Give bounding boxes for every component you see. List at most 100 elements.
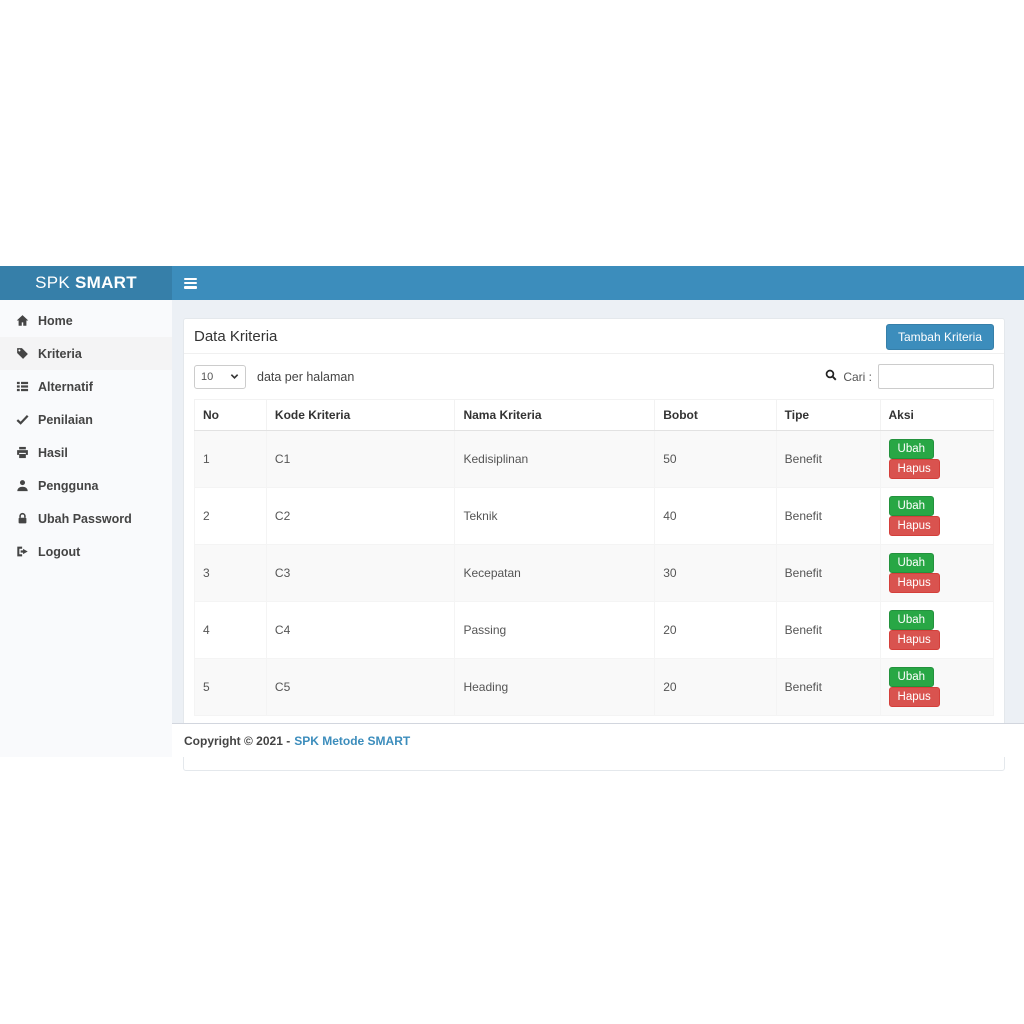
sidebar: Home Kriteria Alternatif Penilaian Hasil [0,300,172,757]
copyright-text: Copyright © 2021 - [184,733,291,748]
sidebar-item-penilaian[interactable]: Penilaian [0,403,172,436]
cell-bobot: 20 [654,601,777,659]
search-icon [825,368,837,386]
cell-aksi: UbahHapus [879,487,995,545]
sidebar-item-alternatif[interactable]: Alternatif [0,370,172,403]
panel-heading: Data Kriteria Tambah Kriteria [184,319,1004,354]
sidebar-item-label: Home [38,313,73,328]
sidebar-item-pengguna[interactable]: Pengguna [0,469,172,502]
cell-bobot: 30 [654,544,777,602]
cell-kode: C5 [265,658,456,716]
chevron-down-icon [230,372,239,381]
per-page-value: 10 [201,370,214,383]
table-row: 5 C5 Heading 20 Benefit UbahHapus [194,658,995,716]
column-header-tipe: Tipe [775,399,881,431]
cell-tipe: Benefit [775,430,881,488]
hapus-button[interactable]: Hapus [888,630,940,650]
search-input[interactable] [878,364,994,389]
sidebar-item-label: Pengguna [38,478,99,493]
cell-nama: Heading [454,658,656,716]
ubah-button[interactable]: Ubah [888,667,935,687]
table-controls: 10 data per halaman Cari : [194,364,994,389]
list-icon [16,380,29,393]
sidebar-item-label: Ubah Password [38,511,132,526]
tag-icon [16,347,29,360]
cell-no: 2 [194,487,267,545]
cell-aksi: UbahHapus [879,544,995,602]
main-column: Data Kriteria Tambah Kriteria 10 [172,300,1024,771]
hapus-button[interactable]: Hapus [888,516,940,536]
cell-tipe: Benefit [775,601,881,659]
ubah-button[interactable]: Ubah [888,496,935,516]
sidebar-item-logout[interactable]: Logout [0,535,172,568]
column-header-no: No [194,399,267,431]
app-body: Home Kriteria Alternatif Penilaian Hasil [0,300,1024,771]
column-header-bobot: Bobot [654,399,777,431]
ubah-button[interactable]: Ubah [888,439,935,459]
sidebar-item-home[interactable]: Home [0,304,172,337]
cell-no: 5 [194,658,267,716]
navbar-bar [172,266,1024,300]
brand-bold: SMART [74,273,137,292]
column-header-aksi: Aksi [879,399,995,431]
lock-icon [16,512,29,525]
sidebar-item-kriteria[interactable]: Kriteria [0,337,172,370]
search-label: Cari : [843,369,872,384]
table-header-row: No Kode Kriteria Nama Kriteria Bobot Tip… [194,399,995,431]
cell-tipe: Benefit [775,658,881,716]
hapus-button[interactable]: Hapus [888,459,940,479]
cell-bobot: 20 [654,658,777,716]
per-page-label: data per halaman [257,369,355,384]
column-header-nama: Nama Kriteria [454,399,656,431]
cell-bobot: 50 [654,430,777,488]
cell-nama: Kedisiplinan [454,430,656,488]
cell-bobot: 40 [654,487,777,545]
logout-icon [16,545,29,558]
sidebar-item-hasil[interactable]: Hasil [0,436,172,469]
sidebar-item-label: Hasil [38,445,68,460]
cell-kode: C1 [265,430,456,488]
per-page-select[interactable]: 10 [194,364,246,389]
cell-aksi: UbahHapus [879,430,995,488]
home-icon [16,314,29,327]
content-area: Data Kriteria Tambah Kriteria 10 [172,300,1024,771]
cell-no: 3 [194,544,267,602]
cell-kode: C2 [265,487,456,545]
kriteria-table: No Kode Kriteria Nama Kriteria Bobot Tip… [194,399,995,716]
printer-icon [16,446,29,459]
hapus-button[interactable]: Hapus [888,573,940,593]
per-page-controls: 10 data per halaman [194,364,355,389]
sidebar-item-label: Alternatif [38,379,93,394]
cell-nama: Kecepatan [454,544,656,602]
ubah-button[interactable]: Ubah [888,610,935,630]
table-row: 4 C4 Passing 20 Benefit UbahHapus [194,601,995,659]
spk-smart-app: SPK SMART Home Kriteria Alte [0,266,1024,771]
sidebar-item-label: Penilaian [38,412,93,427]
tambah-kriteria-button[interactable]: Tambah Kriteria [885,324,994,350]
top-navbar: SPK SMART [0,266,1024,300]
cell-nama: Teknik [454,487,656,545]
cell-tipe: Benefit [775,544,881,602]
sidebar-item-label: Kriteria [38,346,82,361]
user-icon [16,479,29,492]
hapus-button[interactable]: Hapus [888,687,940,707]
search-controls: Cari : [825,364,994,389]
cell-no: 1 [194,430,267,488]
check-icon [16,413,29,426]
sidebar-item-label: Logout [38,544,81,559]
cell-aksi: UbahHapus [879,658,995,716]
cell-kode: C3 [265,544,456,602]
cell-nama: Passing [454,601,656,659]
ubah-button[interactable]: Ubah [888,553,935,573]
data-kriteria-panel: Data Kriteria Tambah Kriteria 10 [183,318,1005,771]
column-header-kode: Kode Kriteria [265,399,456,431]
sidebar-toggle-icon[interactable] [184,277,197,289]
cell-kode: C4 [265,601,456,659]
sidebar-item-ubah-password[interactable]: Ubah Password [0,502,172,535]
footer-brand-link[interactable]: SPK Metode SMART [294,733,411,748]
app-footer: Copyright © 2021 - SPK Metode SMART [172,723,1024,757]
brand-logo[interactable]: SPK SMART [0,266,172,300]
panel-body: 10 data per halaman Cari : [184,354,1004,770]
cell-no: 4 [194,601,267,659]
